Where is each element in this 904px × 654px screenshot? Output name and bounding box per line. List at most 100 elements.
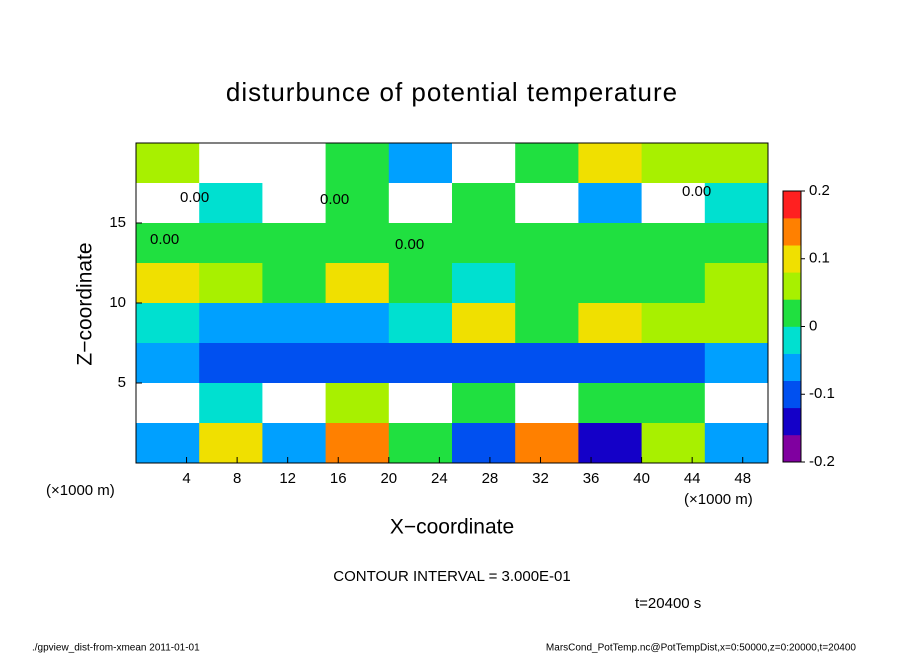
heat-cell	[515, 263, 579, 304]
heat-cell	[199, 423, 263, 464]
y-axis-label: Z−coordinate	[74, 242, 97, 365]
heat-cell	[704, 343, 769, 384]
heat-cell	[262, 303, 327, 344]
contour-label: 0.00	[180, 189, 209, 206]
heat-cell	[199, 223, 263, 264]
heat-cell	[199, 383, 263, 424]
x-tick-label: 28	[482, 470, 499, 487]
heat-cell	[136, 303, 200, 344]
heat-cell	[578, 183, 643, 224]
heat-cell	[641, 383, 706, 424]
heat-cell	[136, 183, 200, 224]
x-tick-label: 12	[279, 470, 296, 487]
heat-cell	[136, 343, 200, 384]
heat-cell	[325, 223, 390, 264]
x-tick-label: 4	[182, 470, 190, 487]
x-tick-label: 16	[330, 470, 347, 487]
heat-cell	[515, 423, 579, 464]
heat-cell	[515, 303, 579, 344]
x-tick-label: 24	[431, 470, 448, 487]
heat-cell	[262, 343, 327, 384]
colorbar-tick-label: -0.2	[809, 453, 835, 470]
heat-cell	[388, 343, 453, 384]
heat-cell	[136, 383, 200, 424]
x-tick-label: 36	[583, 470, 600, 487]
chart-title: disturbunce of potential temperature	[226, 77, 678, 107]
contour-label: 0.00	[150, 231, 179, 248]
x-tick-label: 44	[684, 470, 701, 487]
x-tick-label: 20	[380, 470, 397, 487]
heat-cell	[325, 143, 390, 184]
y-unit: (×1000 m)	[46, 482, 115, 499]
footer-left: ./gpview_dist-from-xmean 2011-01-01	[32, 643, 200, 654]
heat-cell	[325, 303, 390, 344]
heat-cell	[262, 183, 327, 224]
x-tick-label: 40	[633, 470, 650, 487]
heat-cell	[388, 223, 453, 264]
heat-cell	[388, 303, 453, 344]
heat-cell	[578, 143, 643, 184]
heat-cell	[704, 143, 769, 184]
colorbar-swatch	[783, 326, 801, 354]
heat-cell	[578, 303, 643, 344]
heat-cell	[388, 383, 453, 424]
contour-label: 0.00	[320, 191, 349, 208]
colorbar-tick-label: -0.1	[809, 385, 835, 402]
heat-cell	[452, 423, 516, 464]
heat-cell	[704, 383, 769, 424]
heat-cell	[325, 423, 390, 464]
heat-cell	[262, 383, 327, 424]
colorbar-swatch	[783, 380, 801, 409]
time-label: t=20400 s	[635, 595, 701, 612]
heat-cell	[578, 223, 643, 264]
heat-cell	[641, 303, 706, 344]
heat-cell	[578, 423, 643, 464]
heat-cell	[199, 143, 263, 184]
x-tick-label: 8	[233, 470, 241, 487]
heat-cell	[452, 263, 516, 304]
colorbar-tick-label: 0.2	[809, 182, 830, 199]
heat-cell	[704, 423, 769, 464]
x-tick-label: 32	[532, 470, 549, 487]
heat-cell	[704, 263, 769, 304]
heat-cell	[325, 263, 390, 304]
heat-cell	[452, 383, 516, 424]
heat-cell	[388, 423, 453, 464]
heat-cell	[262, 423, 327, 464]
colorbar-tick-label: 0	[809, 317, 817, 334]
heat-cell	[641, 423, 706, 464]
y-tick-label: 10	[109, 294, 126, 311]
heat-cell	[199, 303, 263, 344]
heat-cell	[136, 223, 200, 264]
heat-cell	[578, 343, 643, 384]
heat-cell	[199, 343, 263, 384]
heat-cell	[262, 263, 327, 304]
contour-label: 0.00	[395, 236, 424, 253]
heat-cell	[388, 183, 453, 224]
heat-cell	[641, 223, 706, 264]
heat-cell	[136, 143, 200, 184]
heat-cell	[452, 223, 516, 264]
heat-cell	[515, 343, 579, 384]
colorbar-swatch	[783, 299, 801, 327]
heat-cell	[136, 423, 200, 464]
colorbar-swatch	[783, 218, 801, 246]
y-tick-label: 15	[109, 214, 126, 231]
colorbar-swatch	[783, 407, 801, 436]
colorbar-swatch	[783, 191, 801, 219]
heat-cell	[199, 183, 263, 224]
heat-cell	[641, 183, 706, 224]
colorbar-tick-label: 0.1	[809, 250, 830, 267]
heat-cell	[704, 183, 769, 224]
heat-cell	[325, 343, 390, 384]
x-tick-label: 48	[734, 470, 751, 487]
colorbar-swatch	[783, 272, 801, 300]
heat-cell	[641, 263, 706, 304]
heat-cell	[641, 343, 706, 384]
heat-cell	[388, 263, 453, 304]
x-axis-label: X−coordinate	[390, 516, 514, 539]
heat-cell	[704, 223, 769, 264]
contour-label: 0.00	[682, 183, 711, 200]
heat-cell	[452, 183, 516, 224]
